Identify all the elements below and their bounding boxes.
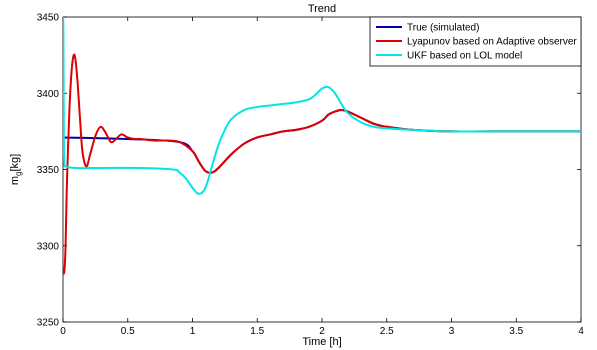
series-line-2: [63, 53, 581, 275]
x-tick-label: 3: [449, 326, 455, 337]
x-tick-label: 3.5: [509, 326, 523, 337]
x-tick-label: 0: [60, 326, 66, 337]
legend: True (simulated) Lyapunov based on Adapti…: [369, 16, 582, 67]
x-axis-label: Time [h]: [302, 336, 341, 348]
chart-title: Trend: [308, 3, 336, 15]
plot-area: [62, 16, 582, 323]
y-axis-label-unit: [kg]: [9, 154, 21, 172]
y-axis-label: mg[kg]: [9, 154, 23, 185]
legend-box: [369, 16, 582, 67]
series-line-3: [63, 17, 581, 195]
legend-label: UKF based on LOL model: [407, 51, 522, 62]
y-tick-label: 3250: [37, 318, 60, 329]
x-tick-label: 2.5: [380, 326, 394, 337]
y-axis-label-main: m: [9, 176, 21, 185]
y-tick-label: 3300: [37, 241, 60, 252]
legend-label: Lyapunov based on Adaptive observer: [407, 37, 577, 48]
y-tick-label: 3400: [37, 89, 60, 100]
x-tick-label: 4: [578, 326, 584, 337]
x-tick-label: 0.5: [121, 326, 135, 337]
x-tick-label: 1.5: [250, 326, 264, 337]
y-axis: 3250 3300 3350 3400 3450: [37, 13, 581, 329]
y-tick-label: 3350: [37, 165, 60, 176]
y-tick-label: 3450: [37, 13, 60, 24]
x-tick-label: 2: [319, 326, 325, 337]
legend-label: True (simulated): [407, 23, 479, 34]
x-axis: 0 0.5 1 1.5 2 2.5 3 3.5 4: [60, 17, 584, 337]
x-tick-label: 1: [190, 326, 196, 337]
plot-lines: [63, 17, 581, 275]
y-axis-label-subscript: g: [14, 172, 23, 176]
